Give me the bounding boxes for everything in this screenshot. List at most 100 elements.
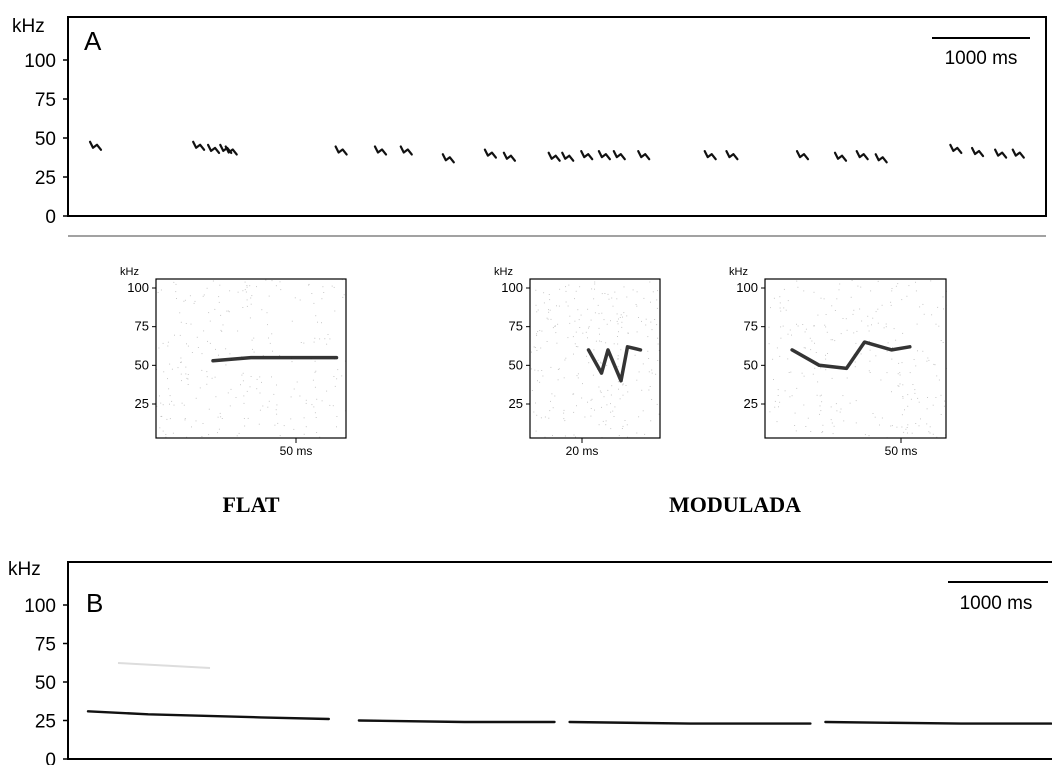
spectrogram-flat-noise-dot <box>279 355 281 356</box>
panel-a-call <box>441 153 455 164</box>
spectrogram-flat-noise-dot <box>175 283 177 285</box>
spectrogram-flat-noise-dot <box>247 417 249 419</box>
spectrogram-modulated-1-noise-dot <box>548 417 550 419</box>
spectrogram-flat-noise-dot <box>174 334 175 336</box>
spectrogram-flat-noise-dot <box>251 339 253 341</box>
spectrogram-modulated-1-noise-dot <box>632 289 634 291</box>
spectrogram-flat-noise-dot <box>180 373 182 375</box>
spectrogram-modulated-2-noise-dot <box>918 425 920 427</box>
spectrogram-modulated-1-noise-dot <box>650 301 651 303</box>
spectrogram-modulated-2-noise-dot <box>779 296 781 298</box>
spectrogram-modulated-1-noise-dot <box>548 309 549 311</box>
spectrogram-modulated-1-noise-dot <box>645 324 647 326</box>
spectrogram-modulated-1-noise-dot <box>535 430 537 432</box>
spectrogram-modulated-1-noise-dot <box>593 349 595 351</box>
spectrogram-flat-noise-dot <box>259 376 261 378</box>
spectrogram-modulated-2-noise-dot <box>886 350 888 352</box>
spectrogram-flat-noise-dot <box>252 348 253 350</box>
spectrogram-flat-noise-dot <box>319 338 321 340</box>
spectrogram-modulated-1-noise-dot <box>617 343 619 345</box>
spectrogram-modulated-1-noise-dot <box>565 286 566 288</box>
spectrogram-modulated-2-noise-dot <box>919 306 921 308</box>
spectrogram-modulated-2-noise-dot <box>851 280 853 281</box>
spectrogram-flat-noise-dot <box>313 406 315 408</box>
spectrogram-modulated-1-noise-dot <box>648 371 650 373</box>
spectrogram-modulated-1-noise-dot <box>617 355 619 357</box>
spectrogram-modulated-2-noise-dot <box>912 384 914 385</box>
spectrogram-modulated-2-noise-dot <box>791 334 792 336</box>
spectrogram-modulated-1-noise-dot <box>612 305 614 307</box>
spectrogram-modulated-1-noise-dot <box>572 336 574 338</box>
spectrogram-modulated-2-noise-dot <box>922 350 924 352</box>
spectrogram-flat-noise-dot <box>184 299 186 301</box>
spectrogram-modulated-1-noise-dot <box>636 432 638 434</box>
spectrogram-flat-noise-dot <box>259 392 261 394</box>
spectrogram-modulated-1-noise-dot <box>598 424 600 426</box>
spectrogram-flat-noise-dot <box>242 372 244 374</box>
spectrogram-modulated-1-noise-dot <box>580 314 582 316</box>
spectrogram-flat-trace <box>211 355 339 363</box>
panel-a-frame <box>67 16 1047 217</box>
spectrogram-flat-noise-dot <box>203 294 205 296</box>
panel-a-call <box>970 146 985 158</box>
spectrogram-modulated-2-noise-dot <box>932 433 934 435</box>
spectrogram-modulated-2-noise-dot <box>807 417 809 419</box>
spectrogram-modulated-2-noise-dot <box>783 307 785 309</box>
spectrogram-modulated-1-noise-dot <box>533 411 535 413</box>
spectrogram-flat-noise-dot <box>314 360 316 362</box>
spectrogram-modulated-2-noise-dot <box>773 297 775 299</box>
spectrogram-modulated-1-noise-dot <box>594 281 596 283</box>
spectrogram-modulated-2-noise-dot <box>897 385 899 387</box>
spectrogram-modulated-2-noise-dot <box>803 404 805 406</box>
spectrogram-modulated-1-noise-dot <box>563 418 565 420</box>
spectrogram-modulated-1-noise-dot <box>603 319 605 321</box>
spectrogram-flat-noise-dot <box>221 418 223 419</box>
panel-b-ytick-label: 75 <box>35 635 56 656</box>
spectrogram-modulated-2-noise-dot <box>795 430 797 432</box>
spectrogram-modulated-1-noise-dot <box>604 293 606 294</box>
spectrogram-modulated-1-noise-dot <box>554 326 556 327</box>
spectrogram-modulated-1-noise-dot <box>588 362 590 364</box>
spectrogram-modulated-2-noise-dot <box>836 298 838 300</box>
spectrogram-modulated-2-noise-dot <box>830 419 832 421</box>
spectrogram-modulated-2-noise-dot <box>846 377 848 379</box>
spectrogram-modulated-2-noise-dot <box>908 285 910 287</box>
spectrogram-flat-noise-dot <box>201 369 203 371</box>
spectrogram-flat-noise <box>156 279 347 438</box>
spectrogram-flat-noise-dot <box>202 295 204 297</box>
spectrogram-flat-noise-dot <box>246 305 248 307</box>
spectrogram-modulated-1-noise-dot <box>610 428 612 430</box>
spectrogram-modulated-1-noise-dot <box>650 420 652 422</box>
spectrogram-modulated-2-noise-dot <box>843 420 845 422</box>
spectrogram-modulated-1: kHz 100 75 50 25 20 ms <box>494 266 661 458</box>
spectrogram-modulated-1-noise-dot <box>599 333 600 335</box>
spectrogram-flat-noise-dot <box>191 352 193 353</box>
spectrogram-flat-noise-dot <box>243 402 245 404</box>
spectrogram-modulated-2-noise-dot <box>791 395 793 397</box>
spectrogram-flat-ytick-label: 50 <box>135 357 149 372</box>
spectrogram-modulated-1-noise-dot <box>636 379 638 381</box>
spectrogram-modulated-2-noise-dot <box>902 384 904 386</box>
spectrogram-modulated-2-noise-dot <box>769 411 771 413</box>
spectrogram-flat-noise-dot <box>183 300 185 302</box>
spectrogram-flat-noise-dot <box>246 285 248 286</box>
spectrogram-modulated-1-noise-dot <box>547 318 549 320</box>
spectrogram-flat-noise-dot <box>303 417 305 419</box>
spectrogram-modulated-2-noise-dot <box>790 371 792 373</box>
spectrogram-flat-noise-dot <box>291 361 293 363</box>
spectrogram-flat-noise-dot <box>209 320 211 322</box>
spectrogram-modulated-2-noise-dot <box>814 367 816 369</box>
spectrogram-modulated-1-noise-dot <box>590 408 592 409</box>
spectrogram-modulated-1-noise-dot <box>616 320 618 322</box>
spectrogram-modulated-2-noise-dot <box>895 285 897 287</box>
spectrogram-modulated-2-ytick-label: 75 <box>744 319 758 334</box>
spectrogram-modulated-2-noise-dot <box>840 408 842 410</box>
spectrogram-modulated-1-noise-dot <box>557 323 559 325</box>
spectrogram-flat-noise-dot <box>199 387 201 389</box>
spectrogram-modulated-1-noise-dot <box>586 355 587 357</box>
spectrogram-modulated-2-noise-dot <box>899 374 901 376</box>
spectrogram-flat-noise-dot <box>207 340 208 342</box>
spectrogram-flat-noise-dot <box>253 351 255 353</box>
spectrogram-modulated-2-noise-dot <box>864 434 866 436</box>
spectrogram-modulated-2-frame <box>764 278 947 439</box>
